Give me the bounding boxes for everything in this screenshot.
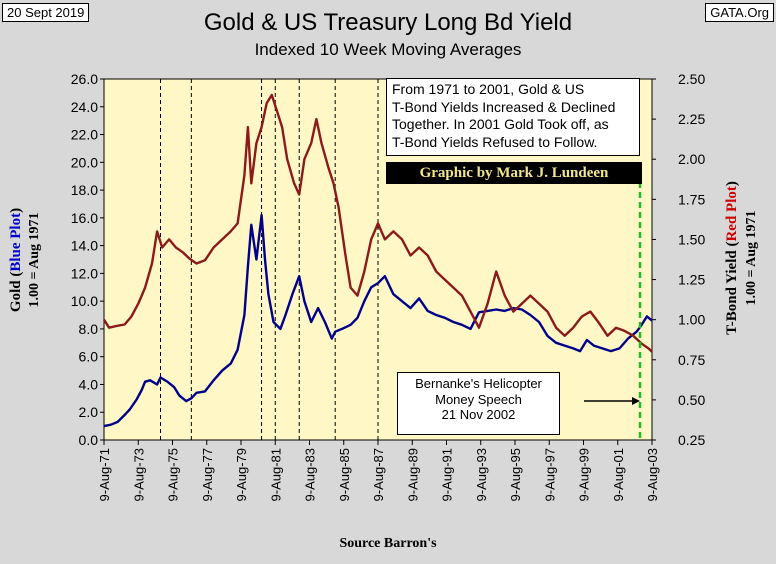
right-tick-label: 0.50 [678, 392, 705, 408]
x-tick-label: 9-Aug-97 [542, 448, 557, 501]
left-axis-label-suffix: ) [8, 208, 24, 213]
bernanke-line: Money Speech [435, 391, 522, 407]
right-tick-label: 0.75 [678, 352, 705, 368]
right-axis-label-suffix: ) [724, 181, 740, 186]
left-tick-label: 12.0 [71, 265, 98, 281]
credit-banner: Graphic by Mark J. Lundeen [386, 162, 642, 184]
left-tick-label: 26.0 [71, 71, 98, 87]
chart-subtitle: Indexed 10 Week Moving Averages [254, 40, 522, 59]
right-axis-ticks: 0.25 0.50 0.75 1.00 1.25 1.50 1.75 2.00 2.25 2.50 [652, 71, 705, 448]
series-layer [102, 93, 653, 428]
gold-series-line [103, 213, 653, 428]
left-tick-label: 0.0 [79, 432, 99, 448]
chart-title: Gold & US Treasury Long Bd Yield [203, 9, 573, 36]
x-tick-label: 9-Aug-71 [97, 448, 112, 501]
left-tick-label: 24.0 [71, 99, 98, 115]
right-axis-label-prefix: T-Bond Yield ( [724, 242, 740, 335]
source-label: Source Barron's [339, 536, 437, 551]
x-tick-label: 9-Aug-75 [166, 448, 181, 501]
annotation-note: From 1971 to 2001, Gold & US T-Bond Yiel… [386, 78, 640, 156]
right-tick-label: 0.25 [678, 432, 705, 448]
left-tick-label: 14.0 [71, 238, 98, 254]
site-badge: GATA.Org [705, 3, 774, 22]
bernanke-annotation: Bernanke's Helicopter Money Speech 21 No… [397, 372, 560, 435]
left-tick-label: 18.0 [71, 182, 98, 198]
x-tick-label: 9-Aug-99 [577, 448, 592, 501]
left-tick-label: 10.0 [71, 293, 98, 309]
x-tick-label: 9-Aug-81 [268, 448, 283, 501]
bernanke-line: 21 Nov 2002 [441, 407, 516, 422]
x-tick-label: 9-Aug-01 [611, 448, 626, 501]
right-tick-label: 1.25 [678, 272, 705, 288]
left-tick-label: 4.0 [79, 376, 99, 392]
left-tick-label: 2.0 [79, 404, 99, 420]
note-line: Together. In 2001 Gold Took off, as [392, 116, 609, 132]
right-tick-label: 1.00 [678, 312, 705, 328]
x-axis-ticks: 9-Aug-71 9-Aug-73 9-Aug-75 9-Aug-77 9-Aug-79… [97, 440, 660, 501]
x-tick-label: 9-Aug-73 [131, 448, 146, 501]
right-tick-label: 2.00 [678, 151, 705, 167]
right-axis-label: T-Bond Yield (Red Plot) [724, 181, 740, 335]
bernanke-line: Bernanke's Helicopter [415, 376, 542, 391]
x-tick-label: 9-Aug-87 [371, 448, 386, 501]
x-tick-label: 9-Aug-95 [508, 448, 523, 501]
x-tick-label: 9-Aug-77 [200, 448, 215, 501]
right-tick-label: 1.50 [678, 231, 705, 247]
left-tick-label: 6.0 [79, 349, 99, 365]
note-line: From 1971 to 2001, Gold & US [392, 81, 585, 97]
left-axis-label-highlight: Blue Plot [8, 213, 24, 272]
x-tick-label: 9-Aug-91 [440, 448, 455, 501]
x-tick-label: 9-Aug-79 [234, 448, 249, 501]
left-tick-label: 8.0 [79, 321, 99, 337]
right-tick-label: 2.25 [678, 111, 705, 127]
note-line: T-Bond Yields Refused to Follow. [392, 133, 598, 150]
left-axis-label: Gold (Blue Plot) [8, 208, 24, 312]
left-axis-label-prefix: Gold ( [8, 272, 24, 312]
note-line: T-Bond Yields Increased & Declined [392, 98, 616, 115]
bernanke-marker [584, 182, 642, 440]
right-tick-label: 1.75 [678, 191, 705, 207]
left-tick-label: 22.0 [71, 127, 98, 143]
x-tick-label: 9-Aug-89 [405, 448, 420, 501]
left-axis-ticks: 0.0 2.0 4.0 6.0 8.0 10.0 12.0 14.0 16.0 18.0 20.0 2… [71, 71, 104, 448]
right-axis-label-highlight: Red Plot [724, 186, 740, 241]
right-axis-sublabel: 1.00 = Aug 1971 [744, 210, 759, 305]
right-tick-label: 2.50 [678, 71, 705, 87]
x-tick-label: 9-Aug-83 [303, 448, 318, 501]
left-tick-label: 16.0 [71, 210, 98, 226]
x-tick-label: 9-Aug-93 [474, 448, 489, 501]
x-tick-label: 9-Aug-03 [645, 448, 660, 501]
left-tick-label: 20.0 [71, 154, 98, 170]
x-tick-label: 9-Aug-85 [337, 448, 352, 501]
bernanke-arrow-head [632, 397, 640, 405]
yield-series-line [102, 93, 653, 353]
left-axis-sublabel: 1.00 = Aug 1971 [27, 212, 42, 307]
date-badge: 20 Sept 2019 [2, 3, 90, 22]
